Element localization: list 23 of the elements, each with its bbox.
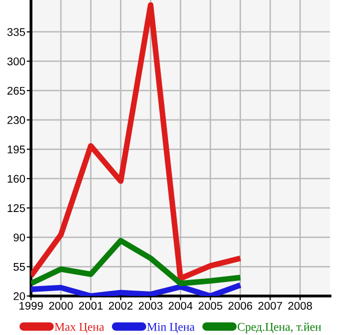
x-tick-label: 2006 xyxy=(228,302,252,310)
y-tick-label: 265 xyxy=(7,86,25,95)
x-tick-label: 2008 xyxy=(288,302,312,310)
legend-label: Max Цена xyxy=(54,322,104,334)
x-tick-label: 2000 xyxy=(49,302,73,310)
y-tick-label: 125 xyxy=(8,204,25,212)
legend-label: Сред.Цена, т.йен xyxy=(238,322,322,334)
y-tick-label: 55 xyxy=(14,263,25,271)
y-tick-label: 90 xyxy=(14,234,26,242)
legend-label: Min Цена xyxy=(147,322,195,334)
x-tick-label: 1999 xyxy=(19,302,43,310)
x-tick-label: 2004 xyxy=(168,302,193,310)
y-tick-label: 160 xyxy=(8,174,26,183)
x-tick-label: 2001 xyxy=(79,302,103,310)
x-tick-label: 2002 xyxy=(108,302,132,310)
y-tick-label: 195 xyxy=(8,146,25,154)
y-tick-label: 335 xyxy=(7,28,25,36)
x-tick-label: 2005 xyxy=(198,302,222,310)
x-tick-label: 2007 xyxy=(258,302,282,310)
y-tick-label: 300 xyxy=(7,57,26,66)
y-tick-label: 20 xyxy=(14,292,26,300)
y-tick-label: 230 xyxy=(7,116,26,124)
x-tick-label: 2003 xyxy=(138,302,162,310)
